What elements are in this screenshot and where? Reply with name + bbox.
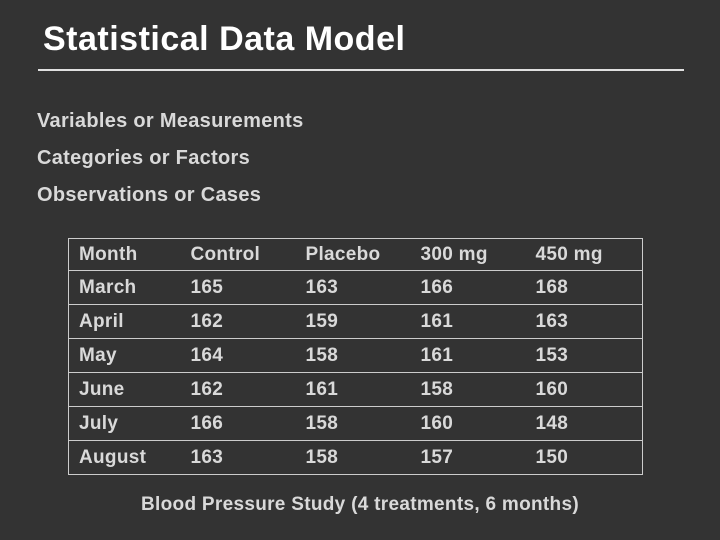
bullet-line: Observations or Cases	[37, 184, 262, 206]
row-label-cell: April	[68, 304, 181, 339]
row-label-cell: July	[68, 406, 181, 441]
value-cell: 162	[180, 304, 296, 339]
value-cell: 153	[525, 338, 643, 373]
table-row: March 165 163 166 168	[68, 270, 643, 305]
value-cell: 160	[525, 372, 643, 407]
value-cell: 166	[180, 406, 296, 441]
value-cell: 157	[410, 440, 526, 475]
row-label-cell: August	[68, 440, 181, 475]
column-header: Month	[68, 238, 181, 271]
column-header: 450 mg	[525, 238, 643, 271]
table-header-row: Month Control Placebo 300 mg 450 mg	[68, 238, 643, 271]
value-cell: 168	[525, 270, 643, 305]
value-cell: 158	[295, 338, 411, 373]
column-header: 300 mg	[410, 238, 526, 271]
value-cell: 158	[295, 406, 411, 441]
column-header: Control	[180, 238, 296, 271]
table-row: July 166 158 160 148	[68, 406, 643, 441]
value-cell: 163	[525, 304, 643, 339]
table-row: August 163 158 157 150	[68, 440, 643, 475]
value-cell: 150	[525, 440, 643, 475]
value-cell: 160	[410, 406, 526, 441]
value-cell: 166	[410, 270, 526, 305]
value-cell: 161	[410, 338, 526, 373]
table-row: May 164 158 161 153	[68, 338, 643, 373]
title-underline	[38, 69, 684, 71]
table-caption: Blood Pressure Study (4 treatments, 6 mo…	[141, 494, 579, 515]
value-cell: 163	[295, 270, 411, 305]
value-cell: 164	[180, 338, 296, 373]
row-label-cell: June	[68, 372, 181, 407]
value-cell: 163	[180, 440, 296, 475]
value-cell: 148	[525, 406, 643, 441]
blood-pressure-table: Month Control Placebo 300 mg 450 mg March 165…	[68, 238, 643, 475]
column-header: Placebo	[295, 238, 411, 271]
value-cell: 161	[410, 304, 526, 339]
bullet-line: Categories or Factors	[37, 147, 251, 169]
row-label-cell: March	[68, 270, 181, 305]
value-cell: 159	[295, 304, 411, 339]
value-cell: 158	[295, 440, 411, 475]
bullet-list: Variables or Measurements Categories or F…	[37, 103, 304, 214]
value-cell: 161	[295, 372, 411, 407]
table-row: April 162 159 161 163	[68, 304, 643, 339]
value-cell: 162	[180, 372, 296, 407]
bullet-line: Variables or Measurements	[37, 110, 304, 132]
table-body: March 165 163 166 168 April 162 159 161 163 May 164…	[68, 270, 643, 475]
row-label-cell: May	[68, 338, 181, 373]
table-row: June 162 161 158 160	[68, 372, 643, 407]
slide-title: Statistical Data Model	[43, 20, 406, 58]
value-cell: 158	[410, 372, 526, 407]
value-cell: 165	[180, 270, 296, 305]
